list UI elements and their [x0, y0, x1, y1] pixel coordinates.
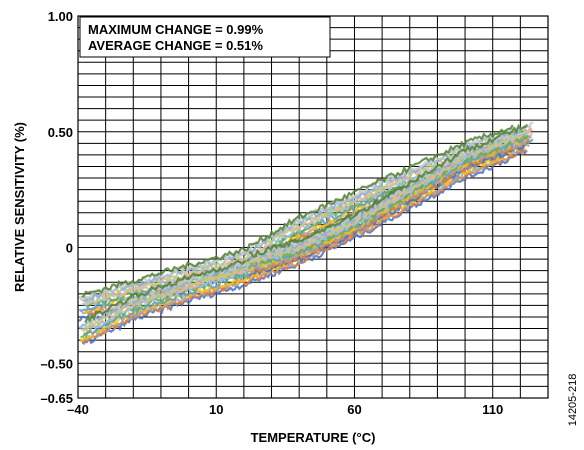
- y-tick-label: –0.65: [40, 391, 73, 406]
- y-tick-labels: –0.65 –0.50 0 0.50 1.00: [40, 9, 73, 406]
- x-tick-label: 110: [482, 402, 503, 417]
- x-tick-label: 10: [209, 402, 223, 417]
- y-tick-label: 0: [66, 241, 73, 256]
- figure-id: 14205-218: [567, 374, 579, 427]
- x-axis-label: TEMPERATURE (°C): [251, 430, 376, 445]
- x-tick-labels: –40 10 60 110: [67, 402, 503, 417]
- annotation-average-change: AVERAGE CHANGE = 0.51%: [88, 38, 263, 53]
- series-trace: [78, 126, 518, 302]
- y-tick-label: 1.00: [48, 9, 73, 24]
- y-tick-label: 0.50: [48, 125, 73, 140]
- x-tick-label: 60: [347, 402, 361, 417]
- annotation-max-change: MAXIMUM CHANGE = 0.99%: [88, 22, 264, 37]
- x-tick-label: –40: [67, 402, 89, 417]
- y-tick-label: –0.50: [40, 356, 73, 371]
- series-trace: [248, 123, 529, 259]
- series-trace: [84, 133, 514, 305]
- series-trace: [81, 124, 514, 298]
- grid: [78, 16, 548, 398]
- annotation-box: [79, 16, 331, 58]
- y-axis-label: RELATIVE SENSITIVITY (%): [12, 122, 27, 292]
- plot-frame: [77, 15, 549, 399]
- series-bands: [77, 121, 534, 346]
- series-trace: [82, 147, 528, 346]
